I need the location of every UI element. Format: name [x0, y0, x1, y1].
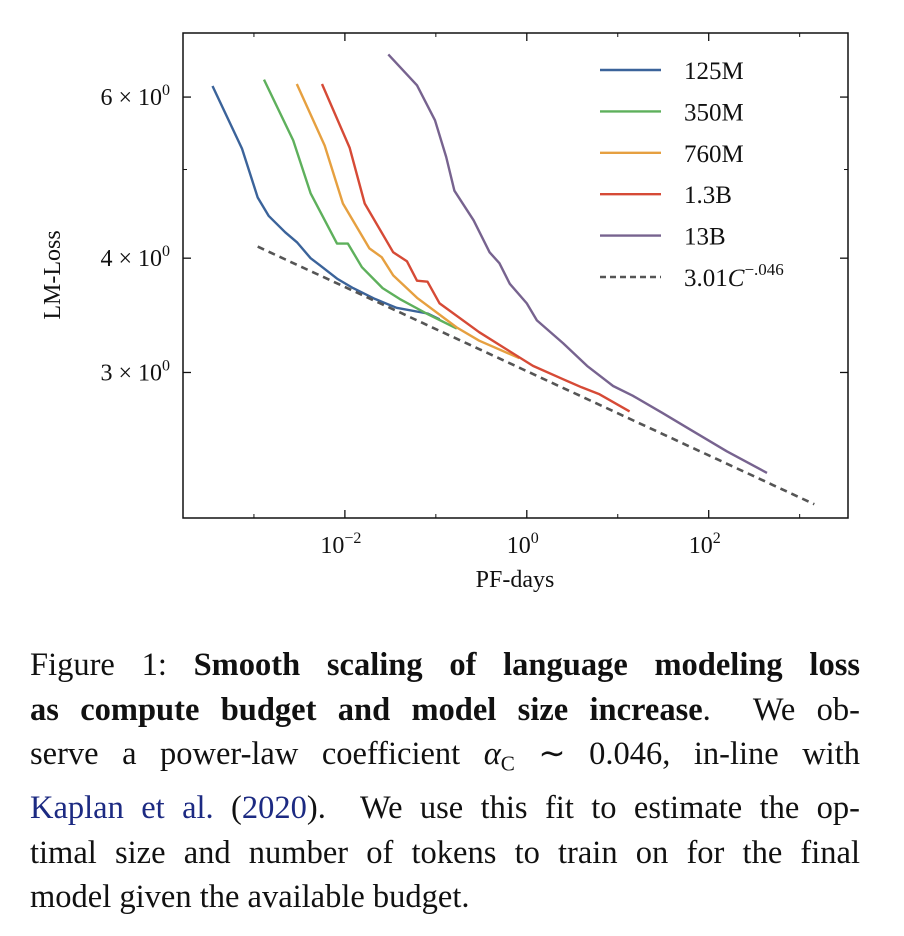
caption-bold-text: as compute budget and model size increas… [30, 691, 703, 728]
caption-line: serve a power-law coefficient αC ∼ 0.046… [30, 732, 860, 786]
caption-line: Kaplan et al. (2020). We use this fit to… [30, 786, 860, 831]
caption-text: timal size and number of tokens to train… [30, 834, 860, 871]
series-line-760m [295, 83, 520, 360]
x-tick-label: 10−2 [320, 530, 361, 559]
citation-link[interactable]: 2020 [241, 790, 307, 827]
caption-text: serve a power-law coefficient [30, 736, 484, 773]
plot-lines [211, 53, 815, 506]
x-axis-label: PF-days [476, 567, 555, 593]
caption-line: timal size and number of tokens to train… [30, 831, 860, 876]
y-axis-label: LM-Loss [40, 230, 66, 319]
caption-text: . We ob- [702, 691, 860, 728]
caption-text: α [483, 736, 501, 773]
caption-text: ( [213, 790, 242, 827]
plot-frame [182, 32, 849, 519]
legend-item: 125M [600, 58, 744, 85]
legend-item: 760M [600, 141, 744, 168]
caption-text: ). We use this fit to estimate the op- [306, 790, 861, 827]
citation-link[interactable]: Kaplan et al. [30, 790, 214, 827]
caption-text: Figure 1: [30, 647, 194, 683]
legend-label: 125M [684, 58, 744, 85]
y-tick-label: 6 × 100 [100, 82, 170, 111]
x-tick-label: 102 [689, 530, 721, 559]
legend-label: 13B [684, 224, 726, 251]
legend: 125M 350M 760M 1.3B 13B 3.01C−.046 [600, 58, 784, 292]
x-tick-label: 100 [507, 530, 539, 559]
series-line-13b [387, 53, 768, 474]
caption-text: C [500, 751, 515, 776]
axis-ticks: 10−2 100 102 6 × 100 4 × 100 3 × 100 [100, 33, 848, 559]
caption-line: Figure 1: Smooth scaling of language mod… [30, 643, 860, 688]
series-line-350m [262, 79, 458, 330]
legend-item: 13B [600, 224, 726, 251]
caption-text: ∼ 0.046, in-line with [514, 736, 860, 773]
legend-label: 1.3B [684, 182, 732, 209]
y-tick-label: 3 × 100 [100, 357, 170, 386]
legend-item: 1.3B [600, 182, 732, 209]
figure-caption: Figure 1: Smooth scaling of language mod… [30, 643, 860, 920]
series-line-1-3b [320, 83, 631, 413]
legend-item: 350M [600, 99, 744, 126]
legend-label: 760M [684, 141, 744, 168]
caption-line: as compute budget and model size increas… [30, 688, 860, 733]
series-line-fit [257, 245, 815, 506]
y-tick-label: 4 × 100 [100, 243, 170, 272]
caption-bold-text: Smooth scaling of language modeling loss [193, 647, 860, 683]
legend-label: 3.01C−.046 [684, 260, 784, 292]
caption-text: model given the available budget. [30, 879, 470, 916]
legend-label: 350M [684, 99, 744, 126]
series-line-125m [211, 85, 441, 321]
legend-item: 3.01C−.046 [600, 260, 784, 292]
caption-line: model given the available budget. [30, 875, 860, 920]
